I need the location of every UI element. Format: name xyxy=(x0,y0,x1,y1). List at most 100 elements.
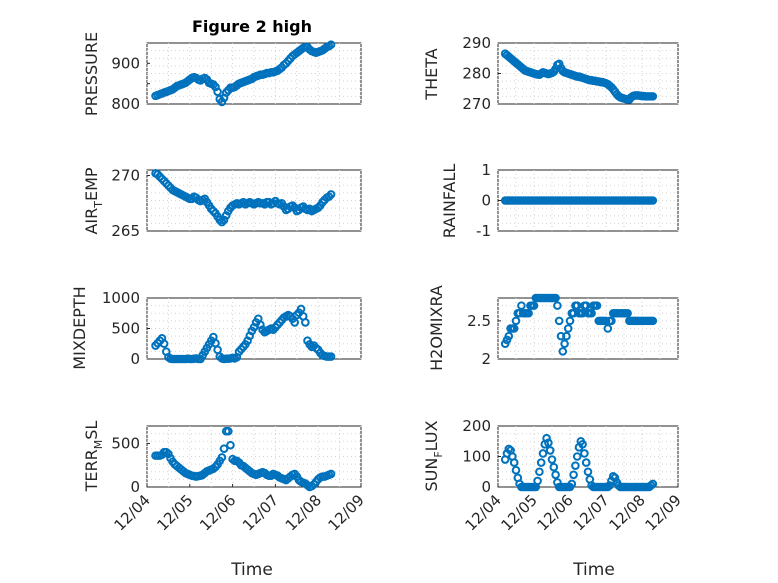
y-axis-label: TERRMSL xyxy=(82,421,105,493)
data-point xyxy=(296,304,306,314)
y-ticks: 22.5 xyxy=(467,312,501,368)
y-axis-label-subscript: T xyxy=(92,201,105,209)
y-tick-label: 1000 xyxy=(102,289,140,307)
y-tick-label: 1 xyxy=(481,161,491,179)
data-point xyxy=(226,440,235,450)
y-axis-label: SUNFLUX xyxy=(422,420,445,491)
data-point xyxy=(553,301,562,310)
y-axis-label: MIXDEPTH xyxy=(70,286,89,369)
y-tick-label: 200 xyxy=(462,417,491,435)
y-tick-label: 500 xyxy=(111,434,140,452)
panel-pressure: 800 900 Figure 2 high PRESSURE xyxy=(82,17,362,116)
y-ticks: 0 500 xyxy=(111,434,150,496)
data-point xyxy=(583,467,593,477)
data-points xyxy=(500,49,658,104)
y-tick-label: 0 xyxy=(130,478,140,496)
data-point xyxy=(529,301,539,310)
data-point xyxy=(301,318,310,327)
x-tick-label: 12/05 xyxy=(153,491,196,534)
x-tick-label: 12/06 xyxy=(534,491,577,534)
data-points xyxy=(151,40,336,107)
data-point xyxy=(509,324,519,333)
data-point xyxy=(567,479,577,489)
data-points xyxy=(151,304,336,364)
data-point xyxy=(549,462,559,472)
panel-rainfall: -1 0 1 RAINFALL xyxy=(440,161,679,240)
y-tick-label: 265 xyxy=(111,222,140,240)
data-point xyxy=(164,449,173,459)
data-point xyxy=(554,316,564,326)
data-point xyxy=(610,473,620,483)
data-point xyxy=(547,455,557,464)
data-point xyxy=(558,347,568,356)
y-axis-label-subscript: F xyxy=(432,451,445,457)
panel-h2omixra: 22.5 H2OMIXRA xyxy=(427,285,679,371)
x-tick-label: 12/04 xyxy=(462,491,505,534)
y-tick-label: 270 xyxy=(462,95,491,113)
y-tick-label: 100 xyxy=(462,448,491,466)
data-point xyxy=(551,293,560,303)
data-point xyxy=(544,438,553,448)
y-axis-label: RAINFALL xyxy=(440,164,459,239)
y-axis-label-main: AIR xyxy=(82,208,101,235)
data-point xyxy=(326,190,336,199)
data-point xyxy=(511,316,521,326)
data-point xyxy=(509,458,519,467)
data-point xyxy=(648,92,658,101)
y-axis-label: PRESSURE xyxy=(82,32,101,116)
data-point xyxy=(648,316,658,326)
data-point xyxy=(648,196,658,205)
panel-theta: 270 280 290 THETA xyxy=(422,34,679,113)
data-point xyxy=(326,40,336,49)
y-ticks: 0 100 200 xyxy=(462,417,501,496)
y-tick-label: 0 xyxy=(130,350,140,368)
x-tick-label: 12/04 xyxy=(111,491,154,534)
y-axis-label: H2OMIXRA xyxy=(427,285,446,371)
panel-air-temp: 265 270 AIRTEMP xyxy=(82,167,362,240)
y-axis-label-main: SUN xyxy=(422,458,441,492)
data-point xyxy=(538,449,548,458)
x-tick-label: 12/09 xyxy=(642,491,685,534)
x-tick-label: 12/09 xyxy=(325,491,368,534)
y-axis-label-subscript: M xyxy=(92,440,105,450)
y-tick-label: 500 xyxy=(111,320,140,338)
data-point xyxy=(504,331,514,341)
x-axis-label: Time xyxy=(572,560,615,580)
data-point xyxy=(326,469,336,479)
data-point xyxy=(560,339,569,349)
data-point xyxy=(592,301,602,310)
data-point xyxy=(601,316,611,326)
data-point xyxy=(290,318,299,327)
y-axis-label-main: TERR xyxy=(82,449,101,492)
data-points xyxy=(500,196,658,205)
panel-terr-msl: 0 500 12/04 12/05 12/06 12/07 12/08 12/09 TERR… xyxy=(82,421,368,580)
data-point xyxy=(517,301,526,310)
data-point xyxy=(569,470,578,480)
y-tick-label: 800 xyxy=(111,95,140,113)
data-points xyxy=(500,293,658,356)
data-points xyxy=(500,433,658,492)
data-point xyxy=(217,453,227,462)
data-points xyxy=(151,169,336,227)
data-point xyxy=(562,331,571,341)
data-point xyxy=(623,308,632,318)
data-point xyxy=(571,461,580,470)
y-tick-label: 280 xyxy=(462,65,491,83)
y-tick-label: 0 xyxy=(481,192,491,210)
data-point xyxy=(603,324,613,333)
data-point xyxy=(580,449,589,458)
data-point xyxy=(545,446,555,455)
data-point xyxy=(554,59,564,69)
y-ticks: 270 280 290 xyxy=(462,34,501,113)
data-point xyxy=(581,458,591,467)
y-tick-label: 0 xyxy=(481,478,491,496)
y-axis-label-rest: SL xyxy=(82,421,101,440)
data-point xyxy=(533,476,542,486)
data-point xyxy=(607,316,616,326)
data-point xyxy=(326,352,336,361)
data-point xyxy=(556,331,566,341)
data-point xyxy=(536,458,546,467)
y-tick-label: -1 xyxy=(476,222,491,240)
